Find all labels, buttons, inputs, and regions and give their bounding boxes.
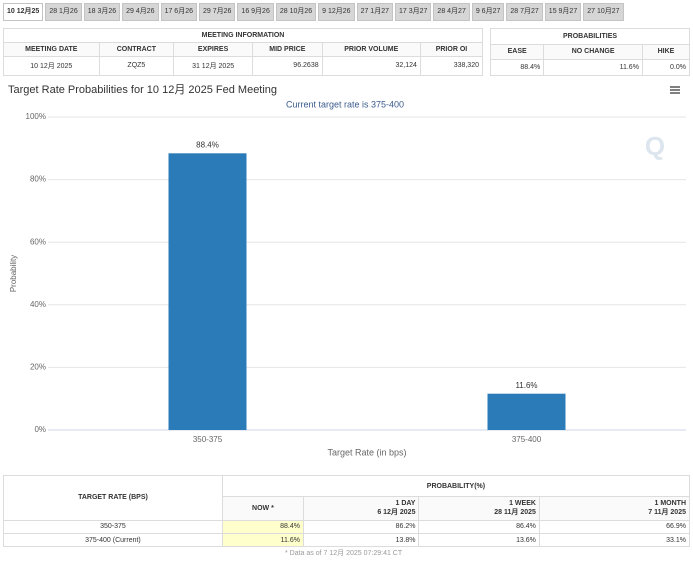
x-axis-label: Target Rate (in bps) (327, 447, 406, 457)
tab[interactable]: 9 12月26 (318, 3, 355, 21)
cell: 31 12月 2025 (173, 55, 254, 77)
footnote: * Data as of 7 12月 2025 07:29:41 CT (285, 550, 403, 557)
row: 350-375 88.4% 86.2% 86.4% 66.9% (3, 519, 691, 535)
column-header: EASE (489, 43, 545, 61)
y-tick-label: 80% (30, 175, 46, 184)
row: TARGET RATE (BPS) PROBABILITY(%) (3, 474, 691, 521)
column-header: HIKE (641, 43, 691, 61)
tab[interactable]: 27 1月27 (356, 3, 393, 21)
cell: 88.4% (221, 519, 304, 535)
tab[interactable]: 16 9月26 (237, 3, 274, 21)
cell: 86.4% (418, 519, 540, 535)
tab[interactable]: 17 6月26 (160, 3, 197, 21)
tab[interactable]: 29 7月26 (199, 3, 236, 21)
cell: 88.4% (489, 59, 545, 76)
y-tick-label: 60% (30, 237, 46, 246)
y-tick-label: 40% (30, 300, 46, 309)
chart-subtitle: Current target rate is 375-400 (286, 99, 404, 109)
tab[interactable]: 27 10月27 (583, 3, 624, 21)
row: PROBABILITIES (490, 28, 690, 45)
tab[interactable]: 15 9月27 (544, 3, 582, 21)
chart-title: Target Rate Probabilities for 10 12月 202… (8, 84, 277, 96)
x-tick-label: 375-400 (512, 435, 542, 444)
y-tick-label: 100% (26, 112, 46, 121)
row-header: TARGET RATE (BPS) (3, 475, 223, 521)
tab[interactable]: 18 3月26 (83, 3, 121, 21)
tab[interactable]: 29 4月26 (122, 3, 159, 21)
cell: 338,320 (419, 55, 484, 77)
tab[interactable]: 28 1月26 (45, 3, 82, 21)
table-title: MEETING INFORMATION (3, 28, 483, 43)
row: NOW * 1 DAY 6 12月 2025 1 WEEK 28 11月 2025 1 M… (4, 496, 691, 521)
cell: 96.2638 (252, 55, 323, 77)
cell: 350-375 (3, 519, 223, 535)
cell: 66.9% (538, 519, 691, 535)
meeting-info-table: MEETING INFORMATION MEETING DATE CONTRACT E… (3, 28, 484, 77)
watermark: Q (645, 131, 665, 161)
tab[interactable]: 28 10月26 (275, 3, 317, 21)
y-axis-label: Probability (9, 255, 18, 292)
column-header: CONTRACT (98, 41, 175, 57)
column-header: NO CHANGE (543, 43, 643, 61)
tab[interactable]: 10 12月25 (3, 3, 44, 21)
column-date: 6 12月 2025 (377, 509, 416, 517)
column-header: EXPIRES (173, 41, 254, 57)
row: 88.4% 11.6% 0.0% (489, 59, 691, 76)
value-label: 11.6% (515, 381, 537, 390)
tab[interactable]: 28 4月27 (433, 3, 470, 21)
cell: 11.6% (221, 532, 304, 548)
row: 10 12月 2025 ZQZ5 31 12月 2025 96.2638 32,124 3… (3, 55, 484, 77)
cell: 10 12月 2025 (3, 55, 100, 77)
column-header: PRIOR OI (419, 41, 484, 57)
cell: 0.0% (641, 59, 691, 76)
column-header: 1 MONTH 7 11月 2025 (538, 496, 691, 521)
group-header: PROBABILITY(%) (221, 474, 691, 498)
cell: 375-400 (Current) (3, 532, 223, 548)
table-title: PROBABILITIES (490, 28, 690, 45)
probabilities-table: PROBABILITIES EASE NO CHANGE HIKE 88.4% 11.6%… (489, 28, 691, 76)
column-label: NOW * (252, 505, 274, 513)
cell: 32,124 (321, 55, 421, 77)
column-label: 1 MONTH (654, 500, 687, 508)
column-header: MID PRICE (252, 41, 323, 57)
cell: ZQZ5 (98, 55, 175, 77)
column-header: 1 WEEK 28 11月 2025 (418, 496, 540, 521)
column-label: 1 DAY (395, 500, 416, 508)
column-header: PRIOR VOLUME (321, 41, 421, 57)
x-tick-label: 350-375 (193, 435, 223, 444)
column-header: NOW * (221, 496, 304, 521)
tab-bar: 10 12月25 28 1月26 18 3月26 29 4月26 17 6月26 29 7… (3, 3, 624, 21)
row: MEETING INFORMATION (3, 28, 483, 43)
probability-table: TARGET RATE (BPS) PROBABILITY(%) NOW * 1 DA… (3, 474, 691, 561)
tab[interactable]: 28 7月27 (506, 3, 543, 21)
cell: 11.6% (543, 59, 643, 76)
row: 375-400 (Current) 11.6% 13.8% 13.6% 33.1% (3, 532, 691, 548)
value-label: 88.4% (196, 140, 219, 149)
bar (168, 153, 247, 431)
chart: Target Rate Probabilities for 10 12月 202… (8, 84, 686, 457)
y-tick-label: 20% (30, 363, 46, 372)
column-date: 7 11月 2025 (648, 509, 686, 517)
cell: 13.8% (302, 532, 420, 548)
y-tick-label: 0% (34, 425, 46, 434)
menu-icon[interactable] (670, 86, 680, 94)
column-header: 1 DAY 6 12月 2025 (302, 496, 420, 521)
tab[interactable]: 9 6月27 (471, 3, 505, 21)
cell: 86.2% (302, 519, 420, 535)
column-header: MEETING DATE (3, 41, 100, 57)
row: EASE NO CHANGE HIKE (489, 43, 691, 61)
tab[interactable]: 17 3月27 (395, 3, 432, 21)
cell: 13.6% (418, 532, 540, 548)
cell: 33.1% (538, 532, 691, 548)
bar (487, 393, 566, 430)
row: MEETING DATE CONTRACT EXPIRES MID PRICE PRIO… (3, 41, 484, 57)
column-date: 28 11月 2025 (494, 509, 536, 517)
column-label: 1 WEEK (509, 500, 536, 508)
